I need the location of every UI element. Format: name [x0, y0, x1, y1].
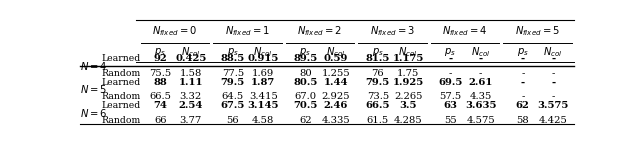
Text: 4.58: 4.58: [252, 116, 275, 125]
Text: $N_{fixed}=0$: $N_{fixed}=0$: [152, 25, 197, 38]
Text: -: -: [552, 69, 555, 78]
Text: 66.5: 66.5: [365, 101, 390, 110]
Text: 0.915: 0.915: [248, 54, 279, 63]
Text: 3.145: 3.145: [248, 101, 279, 110]
Text: 62: 62: [299, 116, 312, 125]
Text: 1.87: 1.87: [251, 78, 275, 87]
Text: -: -: [551, 78, 556, 87]
Text: Learned: Learned: [102, 78, 141, 87]
Text: 4.425: 4.425: [539, 116, 568, 125]
Text: 80.5: 80.5: [293, 78, 317, 87]
Text: 1.255: 1.255: [321, 69, 350, 78]
Text: 66: 66: [154, 116, 166, 125]
Text: 1.44: 1.44: [323, 78, 348, 87]
Text: 81.5: 81.5: [365, 54, 390, 63]
Text: -: -: [479, 54, 483, 63]
Text: Random: Random: [102, 116, 141, 125]
Text: 1.75: 1.75: [397, 69, 419, 78]
Text: 2.54: 2.54: [179, 101, 203, 110]
Text: $p_s$: $p_s$: [372, 46, 384, 58]
Text: -: -: [479, 69, 483, 78]
Text: $p_s$: $p_s$: [444, 46, 456, 58]
Text: $N_{col}$: $N_{col}$: [181, 45, 200, 59]
Text: 79.5: 79.5: [221, 78, 245, 87]
Text: 2.46: 2.46: [324, 101, 348, 110]
Text: $p_s$: $p_s$: [517, 46, 529, 58]
Text: 58: 58: [516, 116, 529, 125]
Text: $N_{col}$: $N_{col}$: [471, 45, 490, 59]
Text: 1.925: 1.925: [392, 78, 424, 87]
Text: 57.5: 57.5: [439, 92, 461, 101]
Text: 67.5: 67.5: [221, 101, 245, 110]
Text: $N_{fixed}=3$: $N_{fixed}=3$: [370, 25, 415, 38]
Text: $N=6$: $N=6$: [80, 107, 108, 119]
Text: 3.635: 3.635: [465, 101, 497, 110]
Text: $N_{col}$: $N_{col}$: [253, 45, 273, 59]
Text: 2.925: 2.925: [321, 92, 350, 101]
Text: 77.5: 77.5: [221, 69, 244, 78]
Text: $N_{fixed}=5$: $N_{fixed}=5$: [515, 25, 560, 38]
Text: $p_s$: $p_s$: [227, 46, 239, 58]
Text: 3.32: 3.32: [180, 92, 202, 101]
Text: 63: 63: [444, 101, 457, 110]
Text: 3.575: 3.575: [538, 101, 569, 110]
Text: 74: 74: [154, 101, 167, 110]
Text: $N_{fixed}=2$: $N_{fixed}=2$: [298, 25, 342, 38]
Text: -: -: [521, 54, 525, 63]
Text: Random: Random: [102, 92, 141, 101]
Text: 55: 55: [444, 116, 457, 125]
Text: -: -: [521, 92, 524, 101]
Text: 79.5: 79.5: [365, 78, 390, 87]
Text: $p_s$: $p_s$: [300, 46, 311, 58]
Text: -: -: [521, 78, 525, 87]
Text: -: -: [551, 54, 556, 63]
Text: 4.35: 4.35: [470, 92, 492, 101]
Text: 1.175: 1.175: [392, 54, 424, 63]
Text: 61.5: 61.5: [367, 116, 389, 125]
Text: 4.285: 4.285: [394, 116, 422, 125]
Text: $N_{col}$: $N_{col}$: [543, 45, 563, 59]
Text: $N_{col}$: $N_{col}$: [326, 45, 346, 59]
Text: 0.59: 0.59: [324, 54, 348, 63]
Text: 1.11: 1.11: [179, 78, 203, 87]
Text: Learned: Learned: [102, 101, 141, 110]
Text: $p_s$: $p_s$: [154, 46, 166, 58]
Text: $N_{fixed}=4$: $N_{fixed}=4$: [442, 25, 487, 38]
Text: -: -: [521, 69, 524, 78]
Text: $N_{fixed}=1$: $N_{fixed}=1$: [225, 25, 269, 38]
Text: 1.58: 1.58: [180, 69, 202, 78]
Text: $N_{col}$: $N_{col}$: [399, 45, 418, 59]
Text: 75.5: 75.5: [149, 69, 172, 78]
Text: 89.5: 89.5: [293, 54, 317, 63]
Text: 1.69: 1.69: [252, 69, 275, 78]
Text: 76: 76: [371, 69, 384, 78]
Text: 4.575: 4.575: [467, 116, 495, 125]
Text: $N=5$: $N=5$: [80, 83, 108, 95]
Text: $N=4$: $N=4$: [80, 60, 108, 72]
Text: 69.5: 69.5: [438, 78, 463, 87]
Text: 0.425: 0.425: [175, 54, 207, 63]
Text: 70.5: 70.5: [293, 101, 317, 110]
Text: 92: 92: [154, 54, 167, 63]
Text: 56: 56: [227, 116, 239, 125]
Text: -: -: [449, 69, 452, 78]
Text: 88: 88: [154, 78, 167, 87]
Text: 88.5: 88.5: [221, 54, 245, 63]
Text: 3.77: 3.77: [180, 116, 202, 125]
Text: -: -: [552, 92, 555, 101]
Text: 3.5: 3.5: [399, 101, 417, 110]
Text: Random: Random: [102, 69, 141, 78]
Text: 4.335: 4.335: [321, 116, 350, 125]
Text: Learned: Learned: [102, 54, 141, 63]
Text: 2.61: 2.61: [468, 78, 493, 87]
Text: 67.0: 67.0: [294, 92, 316, 101]
Text: 2.265: 2.265: [394, 92, 422, 101]
Text: 62: 62: [516, 101, 530, 110]
Text: 73.5: 73.5: [367, 92, 389, 101]
Text: -: -: [448, 54, 452, 63]
Text: 80: 80: [299, 69, 312, 78]
Text: 3.415: 3.415: [249, 92, 278, 101]
Text: 66.5: 66.5: [149, 92, 172, 101]
Text: 64.5: 64.5: [221, 92, 244, 101]
